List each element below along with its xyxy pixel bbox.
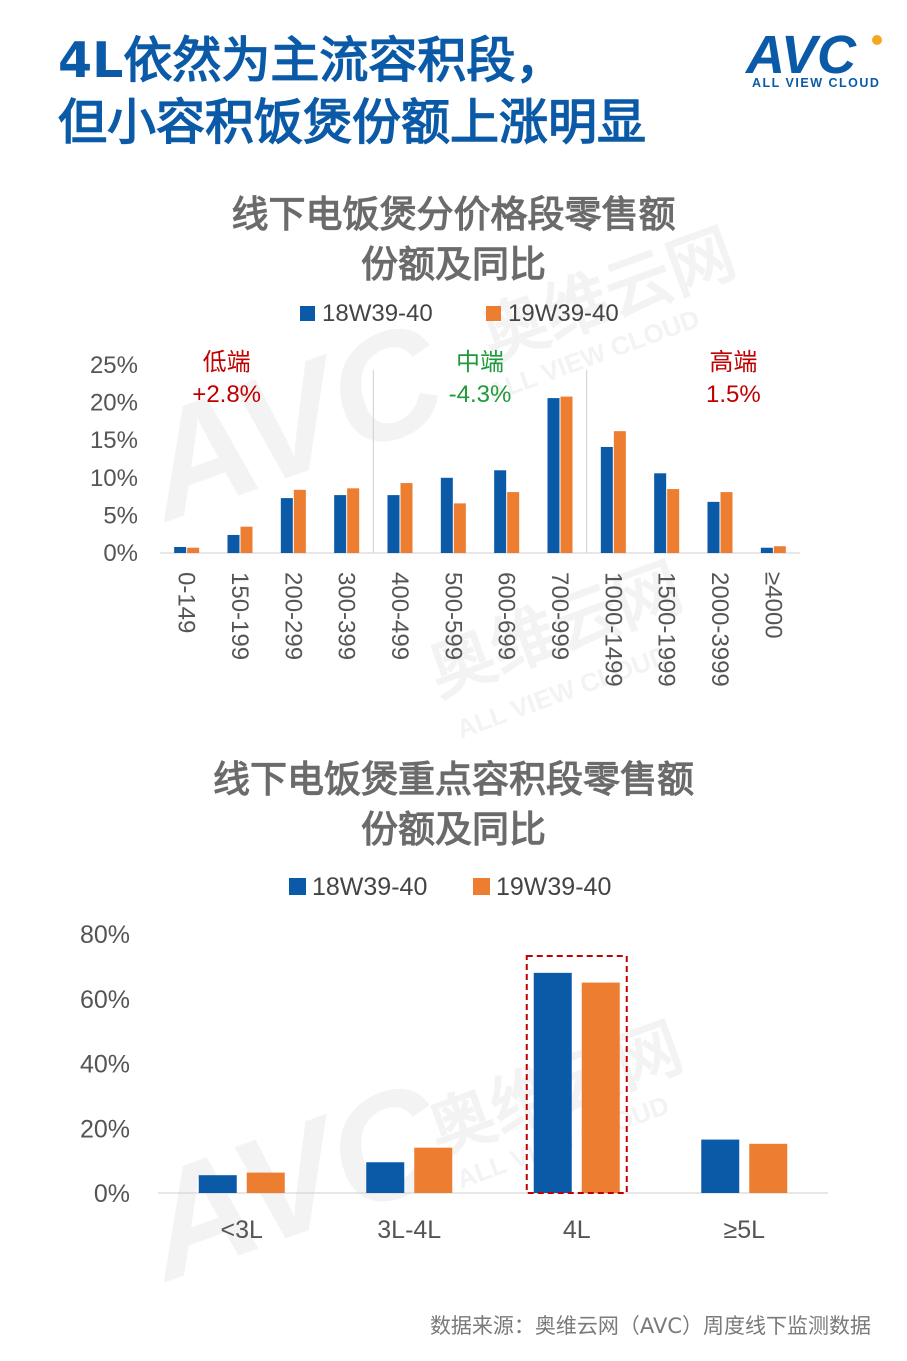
x-tick-label: 2000-3999 — [706, 572, 733, 687]
bar-series1 — [654, 473, 667, 553]
segment-change-label: 1.5% — [706, 381, 761, 408]
x-tick-label: 4L — [563, 1216, 591, 1244]
x-tick-label: 300-399 — [333, 572, 360, 660]
legend-swatch-series2 — [486, 306, 501, 321]
bar-series2 — [749, 1143, 788, 1193]
logo-tagline: ALL VIEW CLOUD — [752, 76, 881, 90]
bar-series1 — [701, 1139, 740, 1193]
page-headline: 4L依然为主流容积段， 但小容积饭煲份额上涨明显 — [58, 30, 646, 154]
bar-series2 — [414, 1147, 453, 1193]
bar-series1 — [174, 546, 187, 553]
bar-series2 — [347, 488, 360, 553]
legend-swatch-series1 — [289, 878, 306, 895]
x-tick-label: ≥4000 — [759, 572, 786, 639]
legend-label-series1: 18W39-40 — [322, 300, 433, 327]
x-tick-label: 3L-4L — [377, 1216, 441, 1244]
chart1-price-segment-bar-chart: 18W39-40 19W39-40 0% 5% 10% 15% 20% 25% 低端 +2.8% 中… — [90, 300, 800, 687]
bar-series2 — [720, 492, 733, 553]
y-tick-label: 25% — [90, 352, 138, 379]
chart2-title: 线下电饭煲重点容积段零售额 份额及同比 — [0, 755, 907, 855]
bar-series1 — [334, 495, 347, 553]
legend-label-series2: 19W39-40 — [508, 300, 619, 327]
bar-series2 — [453, 503, 466, 553]
segment-change-label: -4.3% — [449, 381, 512, 408]
y-tick-label: 15% — [90, 427, 138, 454]
y-tick-label: 20% — [80, 1115, 130, 1143]
headline-line-2: 但小容积饭煲份额上涨明显 — [58, 94, 647, 151]
bar-series1 — [533, 972, 572, 1193]
bar-series2 — [667, 489, 680, 553]
x-tick-label: <3L — [221, 1216, 264, 1244]
bar-series2 — [613, 431, 626, 553]
x-tick-label: ≥5L — [723, 1216, 765, 1244]
chart2-title-line-2: 份额及同比 — [361, 808, 546, 851]
bar-series1 — [494, 470, 507, 553]
chart2-title-line-1: 线下电饭煲重点容积段零售额 — [213, 758, 694, 801]
x-tick-label: 150-199 — [226, 572, 253, 660]
bar-series2 — [246, 1172, 285, 1193]
bar-series2 — [507, 492, 520, 553]
segment-change-label: +2.8% — [192, 381, 261, 408]
segment-name-label: 高端 — [709, 348, 757, 376]
y-tick-label: 60% — [80, 986, 130, 1014]
y-tick-label: 10% — [90, 465, 138, 492]
x-tick-label: 1500-1999 — [653, 572, 680, 687]
bar-series1 — [198, 1175, 237, 1193]
legend-label-series2: 19W39-40 — [496, 873, 611, 901]
bar-series2 — [400, 483, 413, 553]
x-tick-label: 600-699 — [493, 572, 520, 660]
chart1-title: 线下电饭煲分价格段零售额 份额及同比 — [0, 190, 907, 290]
y-tick-label: 0% — [94, 1180, 130, 1208]
legend-swatch-series2 — [473, 878, 490, 895]
bar-series1 — [440, 477, 453, 553]
avc-logo: AVC — [744, 25, 882, 85]
chart2-capacity-segment-bar-chart: 18W39-40 19W39-40 0% 20% 40% 60% 80% <3L 3L-4L 4L… — [80, 873, 828, 1244]
bar-series1 — [280, 498, 293, 553]
x-tick-label: 200-299 — [279, 572, 306, 660]
bar-series1 — [600, 446, 613, 553]
bar-series1 — [760, 547, 773, 553]
segment-name-label: 低端 — [203, 348, 251, 376]
bar-series2 — [581, 982, 620, 1193]
logo-dot-icon — [872, 35, 882, 45]
bar-series2 — [240, 526, 253, 553]
x-tick-label: 0-149 — [173, 572, 200, 633]
bar-series1 — [387, 495, 400, 553]
data-source-footnote: 数据来源：奥维云网（AVC）周度线下监测数据 — [429, 1314, 871, 1338]
y-tick-label: 40% — [80, 1051, 130, 1079]
x-tick-label: 700-999 — [546, 572, 573, 660]
x-tick-label: 500-599 — [439, 572, 466, 660]
legend-label-series1: 18W39-40 — [312, 873, 427, 901]
x-tick-label: 400-499 — [386, 572, 413, 660]
headline-line-1: 4L依然为主流容积段， — [58, 32, 565, 89]
y-tick-label: 20% — [90, 390, 138, 417]
bar-series2 — [560, 396, 573, 553]
y-tick-label: 80% — [80, 921, 130, 949]
bar-series1 — [547, 398, 560, 553]
chart1-title-line-2: 份额及同比 — [361, 243, 546, 286]
bar-series2 — [187, 547, 200, 553]
bar-series1 — [227, 534, 240, 553]
chart1-title-line-1: 线下电饭煲分价格段零售额 — [231, 193, 676, 236]
segment-name-label: 中端 — [456, 348, 504, 376]
legend-swatch-series1 — [300, 306, 315, 321]
highlight-dashed-box — [525, 955, 628, 1194]
y-tick-label: 0% — [103, 540, 138, 567]
x-tick-label: 1000-1499 — [599, 572, 626, 687]
bar-series2 — [773, 546, 786, 553]
bar-series1 — [366, 1162, 405, 1193]
bar-series2 — [293, 489, 306, 553]
bar-series1 — [707, 501, 720, 553]
logo-mark: AVC — [744, 25, 857, 85]
y-tick-label: 5% — [103, 502, 138, 529]
